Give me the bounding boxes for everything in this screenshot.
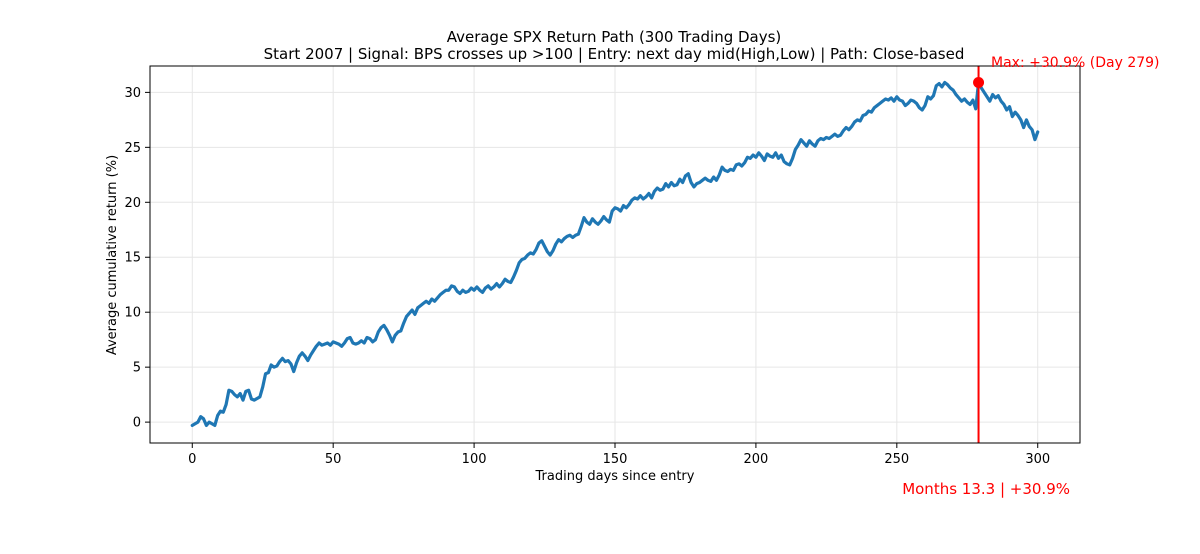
- footer-summary: Months 13.3 | +30.9%: [902, 480, 1070, 498]
- axis-ticks: 0 50 100 150 200 250 300 0 5 10 15 20 25 30: [124, 86, 1050, 467]
- series-line: [190, 80, 1040, 428]
- max-annotation: Max: +30.9% (Day 279): [991, 55, 1160, 71]
- plot-frame: [149, 65, 1081, 444]
- x-tick-label: 100: [462, 452, 487, 467]
- x-tick-label: 200: [743, 452, 768, 467]
- x-tick-label: 300: [1025, 452, 1050, 467]
- grid-lines: [150, 66, 1080, 443]
- x-tick-label: 250: [884, 452, 909, 467]
- y-tick-label: 20: [124, 196, 141, 211]
- x-axis-label: Trading days since entry: [535, 469, 695, 484]
- y-tick-label: 30: [124, 86, 141, 101]
- y-tick-label: 25: [124, 141, 141, 156]
- x-tick-label: 50: [325, 452, 342, 467]
- y-tick-label: 15: [124, 251, 141, 266]
- max-point-marker: [973, 76, 985, 88]
- y-tick-label: 0: [133, 416, 141, 431]
- y-tick-label: 5: [133, 361, 141, 376]
- y-tick-label: 10: [124, 306, 141, 321]
- chart-subtitle: Start 2007 | Signal: BPS crosses up >100…: [264, 45, 965, 63]
- x-tick-label: 150: [603, 452, 628, 467]
- y-axis-label: Average cumulative return (%): [105, 155, 120, 355]
- chart-title: Average SPX Return Path (300 Trading Day…: [447, 28, 782, 46]
- x-tick-label: 0: [188, 452, 196, 467]
